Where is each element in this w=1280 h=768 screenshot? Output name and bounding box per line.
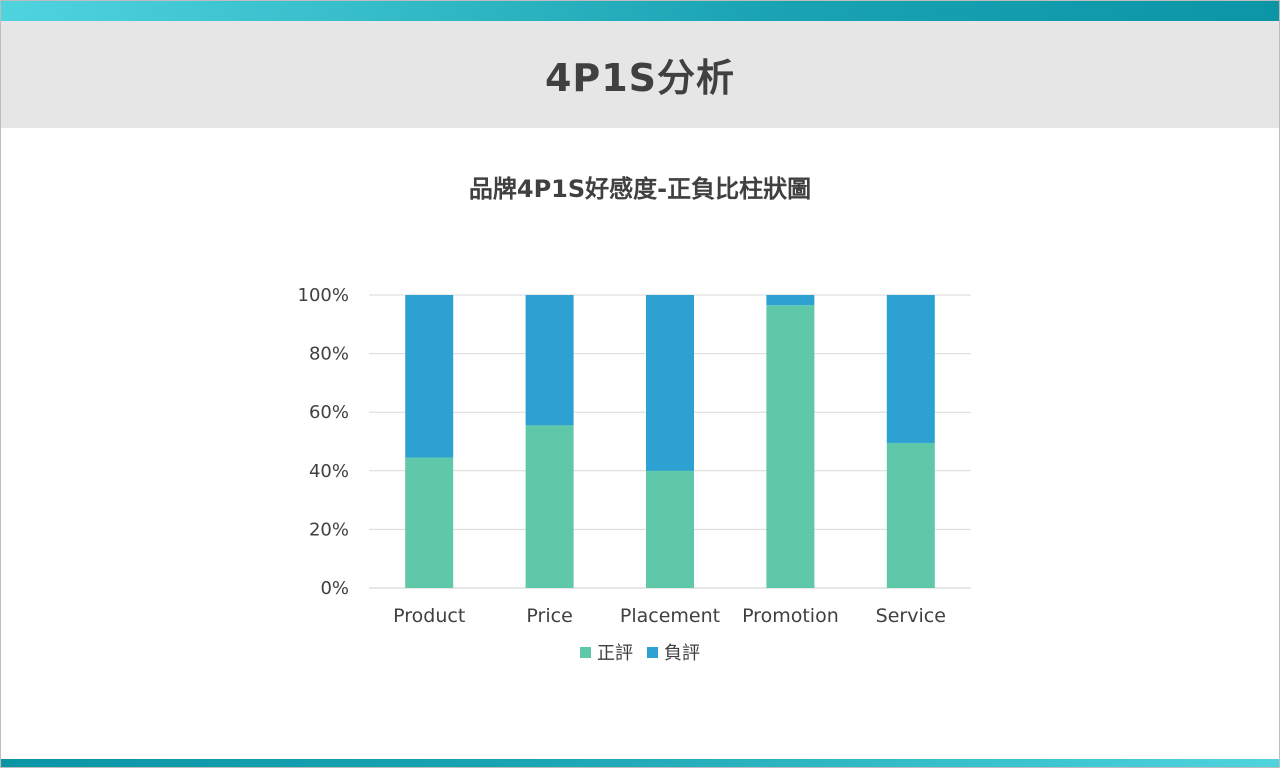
x-tick-label: Placement	[620, 605, 720, 627]
bar-positive-service	[886, 442, 935, 588]
legend-label-negative: 負評	[664, 643, 700, 664]
bar-negative-promotion	[766, 295, 815, 306]
legend-item-positive: 正評	[580, 639, 633, 665]
x-tick-label: Promotion	[742, 605, 839, 627]
bottom-accent-bar	[1, 759, 1279, 767]
page-title: 4P1S分析	[544, 56, 736, 100]
y-tick-label: 20%	[309, 519, 349, 540]
header: 4P1S分析	[1, 21, 1279, 128]
x-tick-label: Product	[393, 605, 465, 627]
bar-positive-placement	[646, 470, 694, 588]
bar-positive-product	[405, 457, 454, 588]
bar-negative-service	[886, 295, 935, 443]
bar-negative-price	[525, 295, 574, 426]
legend-item-negative: 負評	[647, 639, 700, 665]
x-tick-label: Service	[876, 605, 946, 627]
chart-legend: 正評 負評	[1, 639, 1279, 665]
chart-title: 品牌4P1S好感度-正負比柱狀圖	[468, 175, 812, 203]
legend-label-positive: 正評	[597, 643, 633, 664]
y-tick-label: 60%	[309, 402, 349, 423]
bar-negative-product	[405, 295, 454, 458]
bar-positive-price	[525, 425, 574, 588]
legend-swatch-negative	[647, 646, 658, 658]
bar-negative-placement	[646, 295, 694, 471]
y-tick-label: 100%	[298, 285, 349, 306]
y-tick-label: 80%	[309, 344, 349, 365]
x-tick-label: Price	[526, 605, 572, 627]
top-accent-bar	[1, 1, 1279, 21]
y-tick-label: 40%	[309, 461, 349, 482]
legend-swatch-positive	[580, 646, 591, 658]
y-tick-label: 0%	[320, 578, 349, 599]
bar-positive-promotion	[766, 305, 815, 588]
